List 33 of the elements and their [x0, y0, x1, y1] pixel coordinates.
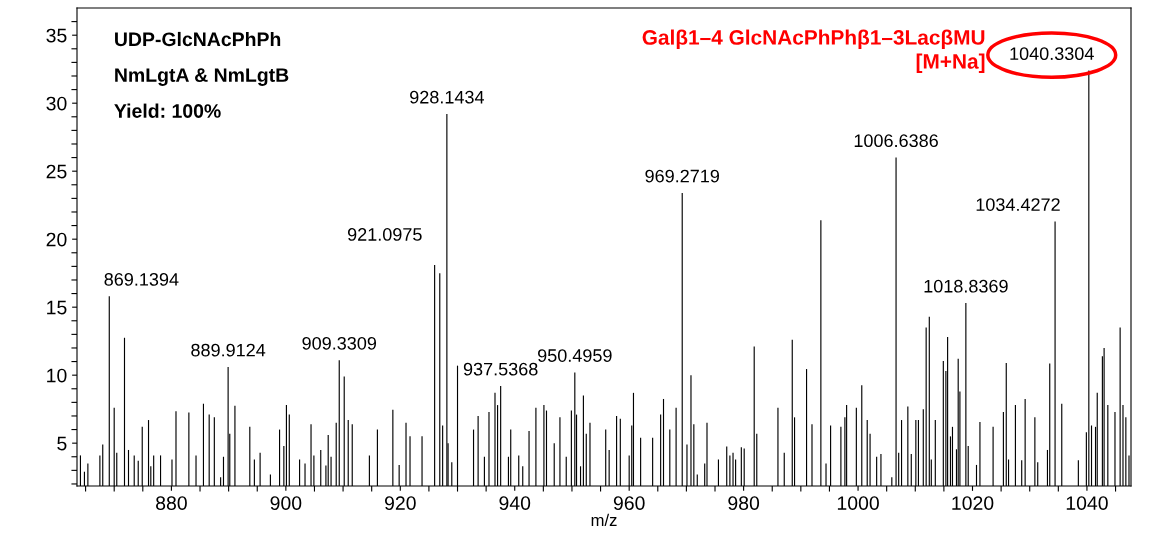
- y-tick-label: 25: [46, 164, 67, 179]
- y-tick-label: 10: [47, 368, 67, 383]
- x-axis-title: m/z: [591, 513, 617, 527]
- annotation: 909.3309: [302, 336, 377, 350]
- x-tick-label: 1020: [952, 496, 994, 510]
- annotation: UDP-GlcNAcPhPh: [115, 31, 281, 47]
- y-tick-label: 20: [46, 232, 67, 247]
- x-tick-label: 900: [270, 496, 302, 510]
- annotation: 937.5368: [463, 362, 538, 376]
- x-tick-label: 960: [613, 496, 645, 510]
- x-tick-label: 880: [156, 496, 187, 510]
- annotation: 969.2719: [645, 169, 720, 183]
- annotation: 921.0975: [347, 228, 422, 241]
- x-tick-label: 1040: [1066, 496, 1108, 510]
- annotation: 950.4959: [538, 349, 612, 362]
- x-tick-label: 1000: [837, 496, 879, 510]
- annotation: NmLgtA & NmLgtB: [115, 68, 289, 86]
- y-tick-label: 30: [46, 96, 67, 111]
- annotation: Yield: 100%: [114, 103, 221, 118]
- annotation: 889.9124: [191, 343, 266, 357]
- y-tick-label: 35: [46, 28, 67, 43]
- annotation: 1034.4272: [976, 198, 1060, 211]
- annotation: 869.1394: [104, 273, 179, 286]
- x-tick-label: 940: [499, 496, 531, 510]
- annotation: 1018.8369: [924, 279, 1008, 293]
- x-tick-label: 920: [384, 496, 416, 510]
- annotation: 928.1434: [410, 90, 484, 104]
- annotation: Galβ1–4 GlcNAcPhPhβ1–3LacβMU [M+Na]: [642, 29, 985, 73]
- x-tick-label: 980: [728, 496, 760, 510]
- annotation: 1006.6386: [854, 134, 938, 148]
- y-tick-label: 15: [47, 300, 67, 315]
- y-tick-label: 5: [57, 436, 67, 451]
- annotation: 1040.3304: [1010, 47, 1094, 61]
